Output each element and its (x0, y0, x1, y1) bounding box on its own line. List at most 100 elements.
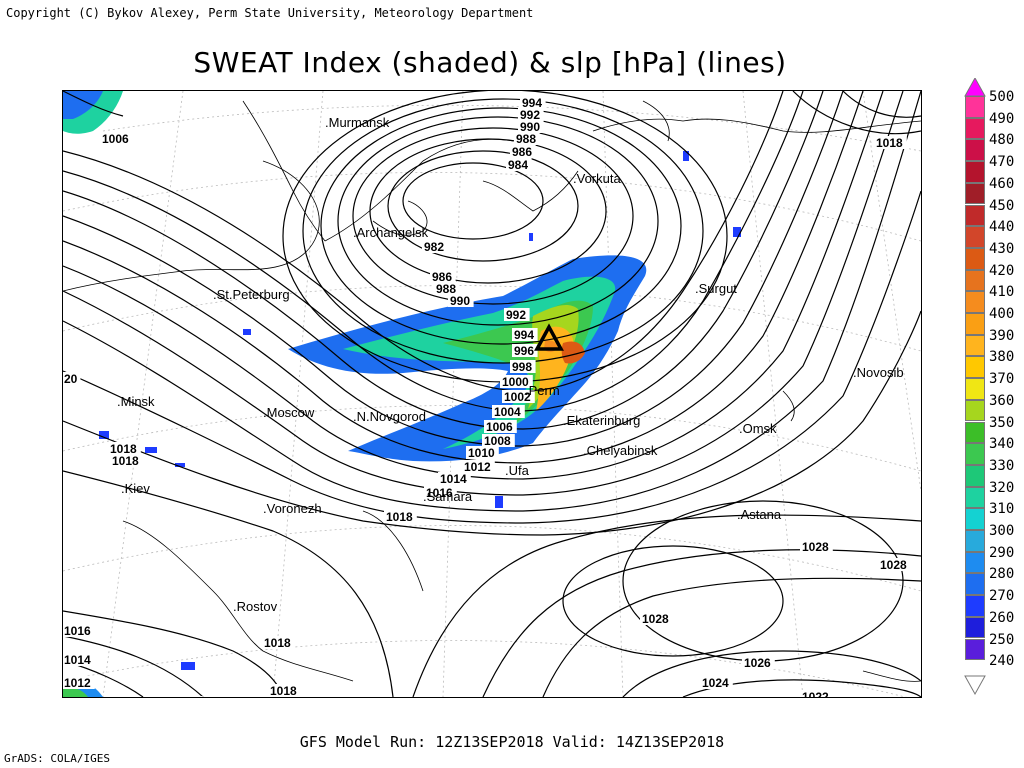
city-label-novosib: .Novosib (853, 365, 904, 380)
colorbar-label: 500 (989, 89, 1015, 105)
isobar-label: 992 (520, 108, 540, 122)
colorbar-swatch (965, 356, 985, 379)
isobar-label-bg (424, 486, 457, 499)
colorbar-label: 330 (989, 457, 1015, 474)
colorbar-label: 470 (989, 154, 1015, 171)
isobar-label: 20 (64, 372, 78, 386)
isobar-labels: 9949929909889869849829869889909929949969… (63, 96, 911, 697)
isobar-label: 1018 (876, 136, 903, 150)
colorbar-swatch (965, 182, 985, 205)
isobar-label-bg (518, 108, 544, 121)
colorbar-label: 380 (989, 349, 1015, 366)
isobar-label-bg (100, 132, 133, 145)
isobar-label: 1002 (504, 390, 531, 404)
city-label-murmansk: .Murmansk (325, 115, 390, 130)
city-label-stpeterburg: .St.Peterburg (213, 287, 290, 302)
isobar-label-bg (874, 136, 907, 149)
isobar-label-bg (430, 270, 456, 283)
isobar-label-bg (484, 420, 517, 433)
isobar-label: 994 (522, 96, 542, 110)
colorbar-swatch (965, 573, 985, 596)
isobar-label-bg (510, 145, 536, 158)
isobar-label: 1010 (468, 446, 495, 460)
isobar-label: 996 (514, 344, 534, 358)
isobar-label: 1018 (110, 442, 137, 456)
colorbar-swatch (965, 421, 985, 444)
colorbar-label: 250 (989, 631, 1015, 648)
colorbar-label: 450 (989, 197, 1015, 214)
isobar-label: 1012 (64, 676, 91, 690)
isobar-label-bg (434, 282, 460, 295)
colorbar-swatch (965, 161, 985, 183)
isobar-label-bg (520, 96, 546, 109)
colorbar-swatch (965, 204, 985, 227)
city-label-ekaterinburg: .Ekaterinburg (563, 413, 640, 428)
isobar-label: 984 (508, 158, 528, 172)
city-label-samara: .Samara (423, 489, 473, 504)
isobar-label: 1004 (494, 405, 521, 419)
isobar-label-bg (512, 344, 538, 357)
isobar-label: 986 (512, 145, 532, 159)
isobar-label: 990 (450, 294, 470, 308)
isobar-label-bg (438, 472, 471, 485)
colorbar-label: 410 (989, 284, 1015, 301)
isobar-label: 1018 (172, 696, 199, 697)
isobar-label: 988 (436, 282, 456, 296)
isobar-label-bg (268, 684, 301, 697)
isobar-label-bg (504, 308, 530, 321)
city-label-astana: .Astana (737, 507, 782, 522)
copyright-text: Copyright (C) Bykov Alexey, Perm State U… (6, 6, 534, 20)
colorbar-label: 290 (989, 544, 1015, 561)
location-marker (534, 323, 564, 351)
colorbar-label: 370 (989, 371, 1015, 388)
city-label-voronezh: .Voronezh (263, 501, 322, 516)
isobar-label-bg (422, 240, 448, 253)
colorbar-label: 280 (989, 566, 1015, 583)
colorbar-swatch (965, 464, 985, 487)
isobar-label: 1028 (880, 558, 907, 572)
isobar-label-bg (448, 294, 474, 307)
isobar-label: 998 (512, 360, 532, 374)
city-label-chelyabinsk: .Chelyabinsk (583, 443, 658, 458)
colorbar-swatch (965, 291, 985, 313)
isobar-label-bg (502, 390, 535, 403)
colorbar-label: 360 (989, 392, 1015, 409)
isobar-label: 1006 (486, 420, 513, 434)
isobar-label-bg (466, 446, 499, 459)
isobar-label-bg (742, 656, 775, 669)
city-label-rostov: .Rostov (233, 599, 278, 614)
city-label-moscow: .Moscow (263, 405, 315, 420)
chart-title: SWEAT Index (shaded) & slp [hPa] (lines) (193, 46, 787, 79)
isobar-label-bg (514, 132, 540, 145)
colorbar-label: 400 (989, 306, 1015, 322)
colorbar-label: 440 (989, 219, 1015, 236)
colorbar-label: 490 (989, 110, 1015, 127)
colorbar-swatch (965, 530, 985, 552)
colorbar-label: 310 (989, 501, 1015, 518)
colorbar-label: 430 (989, 240, 1015, 257)
colorbar-swatch (965, 486, 985, 509)
isobar-label: 1026 (744, 656, 771, 670)
city-label-nnovgorod: .N.Novgorod (353, 409, 426, 424)
colorbar-label: 340 (989, 436, 1015, 453)
isobar-label-bg (640, 612, 673, 625)
isobar-label: 1016 (426, 486, 453, 500)
colorbar-swatch (965, 638, 985, 661)
isobar-label-bg (262, 636, 295, 649)
isobar-label-bg (800, 690, 833, 697)
isobar-label-bg (63, 676, 95, 689)
isobar-label: 982 (424, 240, 444, 254)
colorbar-swatch (965, 117, 985, 140)
model-run-footer: GFS Model Run: 12Z13SEP2018 Valid: 14Z13… (299, 733, 725, 751)
colorbar-label: 240 (989, 653, 1015, 670)
isobar-label: 1018 (270, 684, 297, 697)
isobar-label-bg (500, 375, 533, 388)
colorbar-label: 260 (989, 609, 1015, 626)
isobar-label-bg (492, 405, 525, 418)
isobar-label-bg (63, 372, 81, 385)
isobar-label: 1028 (802, 540, 829, 554)
city-label-minsk: .Minsk (117, 394, 155, 409)
city-label-vorkuta: .Vorkuta (573, 171, 621, 186)
map-panel: 994 992 990 988 986 984 982 986 988 990 992 994 996 9… (62, 90, 922, 698)
isobar-label-bg (108, 442, 141, 455)
